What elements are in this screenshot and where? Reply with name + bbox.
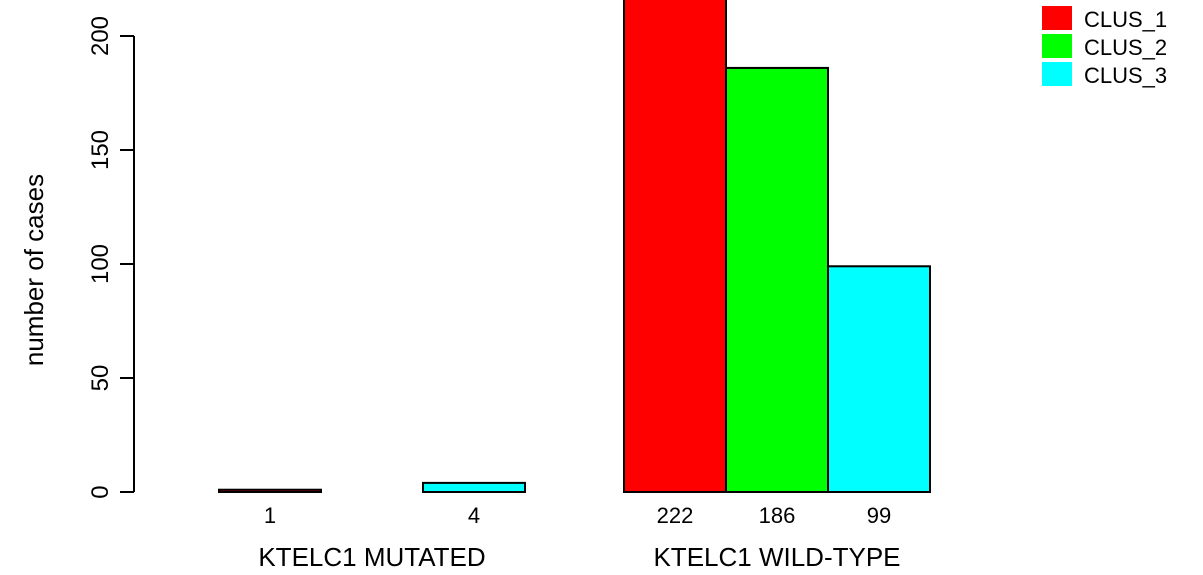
legend-swatch-clus_2 <box>1042 34 1072 58</box>
legend-swatch-clus_3 <box>1042 62 1072 86</box>
bar-count-label: 99 <box>867 503 891 528</box>
y-axis-title: number of cases <box>19 174 49 366</box>
legend-swatch-clus_1 <box>1042 6 1072 30</box>
group-labels: KTELC1 MUTATED KTELC1 WILD-TYPE <box>258 542 900 572</box>
bar-count-label: 4 <box>468 503 480 528</box>
y-tick-label: 150 <box>87 130 114 170</box>
legend: CLUS_1 CLUS_2 CLUS_3 <box>1042 6 1167 88</box>
group-label: KTELC1 MUTATED <box>258 542 485 572</box>
legend-label: CLUS_3 <box>1084 63 1167 88</box>
bar-count-labels: 1 4 222 186 99 <box>264 503 891 528</box>
bar-clus_3-wild-type <box>827 265 931 493</box>
y-tick-label: 0 <box>87 485 114 498</box>
bar-clus_1-mutated <box>218 488 322 494</box>
group-label: KTELC1 WILD-TYPE <box>653 542 900 572</box>
bar-count-label: 1 <box>264 503 276 528</box>
y-tick-label: 100 <box>87 244 114 284</box>
bar-clus_2-wild-type <box>725 66 829 493</box>
bar-count-label: 186 <box>759 503 796 528</box>
y-axis: 0 50 100 150 200 <box>87 16 135 499</box>
bars-layer <box>218 0 931 494</box>
bar-clus_3-mutated <box>422 481 526 494</box>
legend-label: CLUS_2 <box>1084 35 1167 60</box>
legend-label: CLUS_1 <box>1084 7 1167 32</box>
bar-count-label: 222 <box>657 503 694 528</box>
y-tick-label: 50 <box>87 365 114 392</box>
y-tick-label: 200 <box>87 16 114 56</box>
bar-clus_1-wild-type <box>623 0 727 493</box>
